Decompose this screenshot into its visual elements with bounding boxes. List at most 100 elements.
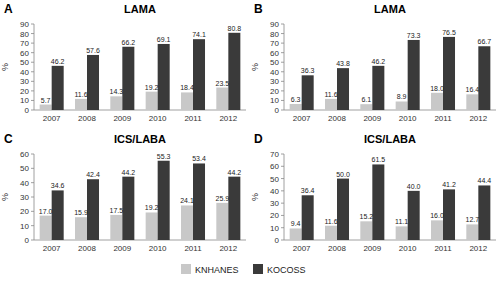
- y-tick: [281, 33, 284, 34]
- bar: [443, 189, 455, 240]
- data-labels: 17.034.615.942.417.544.219.255.324.153.4…: [39, 153, 241, 216]
- panel-label: A: [4, 2, 13, 16]
- data-label: 50.0: [336, 171, 350, 178]
- page: {"chart_data": [ {"type": "bar", "annota…: [0, 0, 500, 282]
- data-label: 25.9: [216, 195, 230, 202]
- y-tick: [31, 240, 34, 241]
- y-tick-label: 30: [270, 199, 279, 208]
- bars: [290, 164, 491, 240]
- bar: [158, 44, 170, 110]
- bar: [431, 93, 443, 110]
- bar: [396, 226, 408, 240]
- chart-title: ICS/LABA: [364, 133, 416, 145]
- y-tick-label: 90: [270, 20, 279, 29]
- data-labels: 5.746.211.657.614.366.219.269.118.474.12…: [41, 25, 241, 104]
- y-axis-label: %: [0, 63, 10, 71]
- data-label: 44.4: [478, 177, 492, 184]
- data-label: 40.0: [407, 183, 421, 190]
- y-tick-label: 40: [270, 187, 279, 196]
- bar: [122, 47, 134, 110]
- data-label: 44.2: [122, 169, 136, 176]
- data-label: 69.1: [157, 36, 171, 43]
- x-tick-label: 2008: [78, 244, 96, 253]
- y-axis: [34, 154, 35, 240]
- y-tick-label: 10: [270, 224, 279, 233]
- y-tick: [31, 100, 34, 101]
- panel: CICS/LABA%010203040506017.034.615.942.41…: [0, 132, 246, 253]
- bar: [302, 75, 314, 110]
- bar: [110, 96, 122, 110]
- y-tick-label: 80: [20, 30, 29, 39]
- data-label: 24.1: [180, 197, 194, 204]
- bar: [290, 104, 302, 110]
- x-tick-label: 2012: [219, 114, 237, 123]
- bar: [146, 212, 158, 240]
- data-label: 6.1: [361, 96, 371, 103]
- bar: [146, 92, 158, 110]
- y-tick: [31, 71, 34, 72]
- y-tick-label: 70: [20, 39, 29, 48]
- legend-swatch: [253, 264, 263, 274]
- y-tick: [31, 154, 34, 155]
- data-label: 36.4: [301, 187, 315, 194]
- x-tick-label: 2010: [149, 114, 167, 123]
- legend: KNHANESKOCOSS: [181, 264, 306, 275]
- bar: [396, 101, 408, 110]
- x-axis: [284, 240, 496, 241]
- y-tick: [281, 178, 284, 179]
- data-label: 15.2: [360, 213, 374, 220]
- y-tick: [31, 33, 34, 34]
- y-tick-label: 40: [270, 68, 279, 77]
- panel-label: C: [4, 132, 13, 146]
- y-tick: [281, 154, 284, 155]
- x-tick-label: 2009: [113, 114, 131, 123]
- y-tick: [31, 182, 34, 183]
- data-label: 17.5: [110, 207, 124, 214]
- y-tick: [281, 190, 284, 191]
- bar: [360, 221, 372, 240]
- y-tick-label: 20: [270, 211, 279, 220]
- panel: DICS/LABA%0102030405060709.436.411.650.0…: [250, 132, 496, 253]
- y-tick: [31, 24, 34, 25]
- data-label: 57.6: [86, 47, 100, 54]
- legend-swatch: [181, 264, 191, 274]
- bar: [40, 105, 52, 110]
- bars: [290, 37, 491, 110]
- bar: [443, 37, 455, 110]
- y-axis: [284, 154, 285, 240]
- data-label: 43.8: [336, 60, 350, 67]
- y-tick: [31, 81, 34, 82]
- y-tick: [31, 90, 34, 91]
- data-label: 12.7: [466, 216, 480, 223]
- y-tick: [281, 215, 284, 216]
- y-tick: [281, 90, 284, 91]
- x-tick-label: 2011: [434, 114, 452, 123]
- y-tick-label: 10: [20, 96, 29, 105]
- panel: BLAMA%01020304050607080906.336.311.643.8…: [250, 2, 496, 123]
- data-label: 74.1: [192, 31, 206, 38]
- y-tick-label: 60: [20, 150, 29, 159]
- y-tick: [281, 240, 284, 241]
- x-tick-label: 2008: [78, 114, 96, 123]
- x-tick-label: 2010: [399, 114, 417, 123]
- data-label: 11.1: [395, 218, 408, 225]
- y-tick: [281, 110, 284, 111]
- y-tick: [281, 52, 284, 53]
- y-axis-label: %: [250, 193, 260, 201]
- bar: [408, 40, 420, 110]
- x-tick-label: 2007: [43, 244, 61, 253]
- y-tick-label: 30: [20, 193, 29, 202]
- bar: [110, 215, 122, 240]
- x-tick-label: 2007: [43, 114, 61, 123]
- bar: [75, 217, 87, 240]
- y-tick-label: 0: [25, 236, 30, 245]
- y-axis: [284, 24, 285, 110]
- data-label: 16.0: [430, 212, 444, 219]
- x-tick-label: 2012: [219, 244, 237, 253]
- y-tick: [281, 81, 284, 82]
- data-label: 61.5: [372, 156, 386, 163]
- y-tick-label: 60: [270, 162, 279, 171]
- bar: [337, 68, 349, 110]
- x-tick-label: 2009: [363, 244, 381, 253]
- y-tick-label: 20: [20, 207, 29, 216]
